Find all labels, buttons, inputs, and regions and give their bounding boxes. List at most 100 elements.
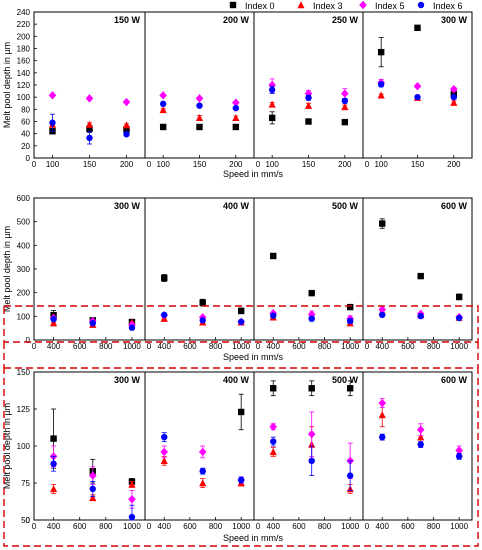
data-point-0-0-0-1 xyxy=(86,125,93,132)
data-point-0-1-3-1 xyxy=(196,102,203,109)
y-tick-label-1-3: 300 xyxy=(17,265,31,274)
panel-2-0: 300 W 400 600 800 1000 0 xyxy=(32,371,146,531)
data-point-0-0-1-1 xyxy=(85,120,94,128)
y-tick-label-1-0: 0 xyxy=(26,336,31,345)
data-point-2-1-3-1 xyxy=(199,467,206,475)
legend-marker-0 xyxy=(229,1,237,9)
data-point-2-0-3-2 xyxy=(128,513,136,521)
data-point-1-1-0-2 xyxy=(237,307,245,315)
zoom-region-box xyxy=(3,305,479,343)
x-tick-label-0-1-2: 200 xyxy=(229,160,243,169)
data-point-1-3-0-1 xyxy=(417,272,424,280)
panel-frame-1-3 xyxy=(362,197,473,341)
legend-marker-3 xyxy=(417,1,425,9)
x-tick-label-1-0-1: 600 xyxy=(73,342,87,351)
data-point-2-2-0-2 xyxy=(346,385,354,392)
data-point-0-2-1-0 xyxy=(268,100,276,108)
x-tick-label-2-0-1: 600 xyxy=(73,522,87,531)
data-point-0-1-1-0 xyxy=(159,106,167,114)
panel-0-3: 300 W 100 150 200 0 xyxy=(362,11,473,169)
panel-frame-2-1 xyxy=(144,371,255,521)
data-point-1-1-3-1 xyxy=(199,317,206,324)
data-point-2-2-3-1 xyxy=(308,457,315,464)
data-point-1-2-0-0 xyxy=(270,252,277,260)
legend-label-3: Index 6 xyxy=(433,1,463,11)
x-tick-label-1-2-2: 800 xyxy=(318,342,332,351)
data-point-0-2-3-0 xyxy=(268,86,276,94)
x-tick-label-1-3-0: 400 xyxy=(376,342,390,351)
x-origin-label-1-1: 0 xyxy=(147,342,152,351)
data-point-1-1-0-0 xyxy=(161,274,168,282)
data-point-0-2-2-0 xyxy=(268,80,276,90)
data-point-0-1-2-0 xyxy=(159,91,167,100)
x-tick-label-2-3-3: 1000 xyxy=(450,522,468,531)
data-point-2-2-0-1 xyxy=(308,385,315,392)
y-tick-label-2-4: 150 xyxy=(17,368,31,377)
data-point-2-2-0-0 xyxy=(270,385,277,392)
x-tick-label-2-3-0: 400 xyxy=(376,522,390,531)
data-point-2-1-3-0 xyxy=(161,433,168,441)
y-origin-label-2: 0 xyxy=(26,516,31,525)
y-tick-label-2-2: 100 xyxy=(17,442,31,451)
x-axis-label-2: Speed in mm/s xyxy=(223,533,284,543)
legend: Index 0 Index 3 Index 5 Index 6 xyxy=(229,0,463,11)
y-tick-label-0-5: 100 xyxy=(17,93,31,102)
panel-title-0-3: 300 W xyxy=(441,15,468,25)
data-point-0-2-1-2 xyxy=(341,103,349,111)
data-point-1-3-3-1 xyxy=(417,312,424,320)
x-tick-label-0-3-0: 100 xyxy=(374,160,388,169)
legend-marker-2 xyxy=(359,0,367,10)
x-origin-label-2-0: 0 xyxy=(32,522,37,531)
panel-title-0-1: 200 W xyxy=(223,15,250,25)
data-point-0-1-0-2 xyxy=(232,123,240,131)
y-tick-label-0-9: 180 xyxy=(17,45,31,54)
data-point-2-2-3-0 xyxy=(270,438,277,445)
panel-frame-2-3 xyxy=(362,371,473,521)
data-point-2-3-3-0 xyxy=(379,433,386,441)
x-tick-label-1-1-3: 1000 xyxy=(232,342,250,351)
data-point-2-1-2-1 xyxy=(198,447,207,457)
data-point-1-1-3-2 xyxy=(237,318,245,325)
x-tick-label-0-2-2: 200 xyxy=(338,160,352,169)
data-point-0-0-2-1 xyxy=(85,94,94,103)
data-point-2-3-1-1 xyxy=(417,433,425,441)
x-tick-label-0-3-2: 200 xyxy=(447,160,461,169)
x-tick-label-1-2-3: 1000 xyxy=(341,342,359,351)
data-point-2-0-3-1 xyxy=(89,485,96,493)
panel-title-2-0: 300 W xyxy=(114,375,141,385)
data-point-2-2-2-0 xyxy=(269,422,278,431)
x-tick-label-2-3-1: 600 xyxy=(401,522,415,531)
y-tick-label-2-1: 75 xyxy=(21,479,30,488)
y-tick-label-0-1: 20 xyxy=(21,142,30,151)
y-tick-label-0-8: 160 xyxy=(17,57,31,66)
x-tick-label-0-0-0: 100 xyxy=(46,160,60,169)
y-tick-label-2-0: 50 xyxy=(21,516,30,525)
panel-1-3: 600 W 400 600 800 1000 0 xyxy=(362,197,473,351)
x-tick-label-2-0-3: 1000 xyxy=(123,522,141,531)
data-point-1-1-0-1 xyxy=(199,299,206,306)
legend-marker-1 xyxy=(297,1,305,9)
y-tick-label-1-5: 500 xyxy=(17,218,31,227)
data-point-1-2-0-2 xyxy=(346,303,354,311)
x-tick-label-2-0-0: 400 xyxy=(47,522,61,531)
x-tick-label-0-0-2: 200 xyxy=(120,160,134,169)
y-tick-label-1-2: 200 xyxy=(17,289,31,298)
data-point-2-0-1-1 xyxy=(89,494,97,501)
data-point-0-1-1-1 xyxy=(195,114,204,122)
data-point-0-3-0-1 xyxy=(414,24,421,32)
y-tick-label-0-3: 60 xyxy=(21,118,30,127)
panel-2-3: 600 W 400 600 800 1000 0 xyxy=(362,371,473,531)
data-point-2-3-3-2 xyxy=(455,453,463,460)
y-tick-label-0-7: 140 xyxy=(17,69,31,78)
legend-label-2: Index 5 xyxy=(375,1,405,11)
data-point-2-3-1-0 xyxy=(378,411,386,419)
panel-frame-2-0 xyxy=(33,371,146,521)
y-tick-label-0-11: 220 xyxy=(17,20,31,29)
y-tick-label-0-4: 80 xyxy=(21,105,30,114)
panel-2-1: 400 W 400 600 800 1000 0 xyxy=(144,371,255,531)
x-tick-label-1-1-2: 800 xyxy=(209,342,223,351)
data-point-2-0-3-0 xyxy=(50,460,57,467)
x-tick-label-2-1-3: 1000 xyxy=(232,522,250,531)
data-point-2-2-2-1 xyxy=(307,429,316,439)
